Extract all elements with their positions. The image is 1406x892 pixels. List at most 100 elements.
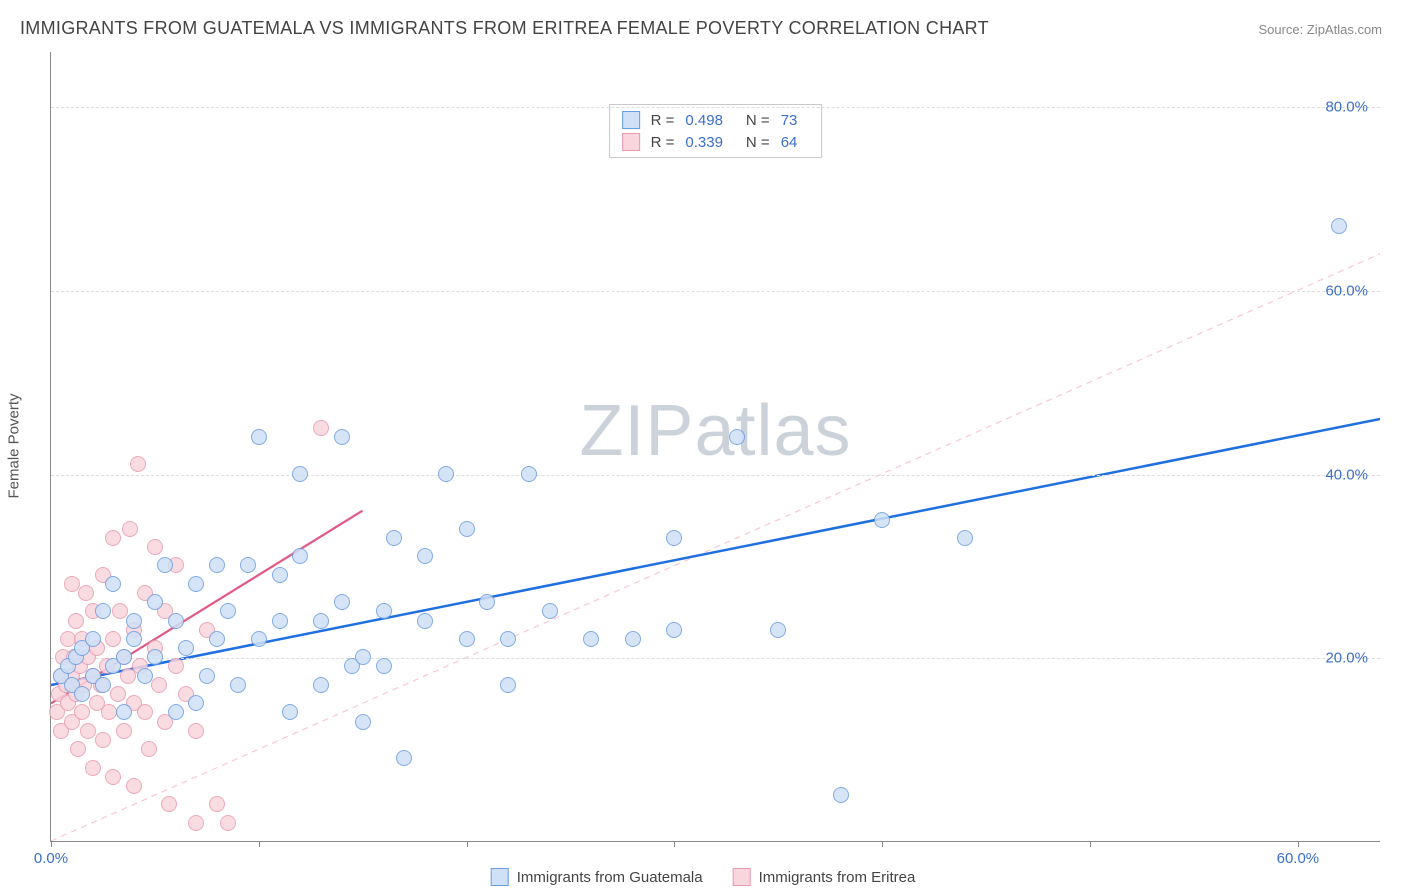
- swatch-eritrea: [622, 133, 640, 151]
- data-point-guatemala: [230, 677, 246, 693]
- data-point-eritrea: [74, 704, 90, 720]
- data-point-guatemala: [313, 677, 329, 693]
- x-axis-tick: [259, 841, 260, 847]
- data-point-guatemala: [292, 466, 308, 482]
- data-point-eritrea: [147, 539, 163, 555]
- data-point-eritrea: [105, 631, 121, 647]
- data-point-guatemala: [957, 530, 973, 546]
- data-point-guatemala: [666, 622, 682, 638]
- data-point-guatemala: [666, 530, 682, 546]
- data-point-guatemala: [209, 557, 225, 573]
- data-point-eritrea: [209, 796, 225, 812]
- y-tick-label: 40.0%: [1325, 466, 1368, 483]
- x-tick-label: 0.0%: [34, 850, 68, 867]
- legend-label-guatemala: Immigrants from Guatemala: [517, 869, 703, 886]
- watermark-zip: ZIP: [579, 391, 694, 471]
- data-point-guatemala: [251, 631, 267, 647]
- watermark-atlas: atlas: [694, 391, 851, 471]
- data-point-eritrea: [188, 815, 204, 831]
- data-point-eritrea: [105, 769, 121, 785]
- data-point-guatemala: [209, 631, 225, 647]
- data-point-guatemala: [500, 677, 516, 693]
- stats-row-eritrea: R = 0.339 N = 64: [622, 131, 810, 153]
- y-tick-label: 80.0%: [1325, 99, 1368, 116]
- data-point-eritrea: [161, 796, 177, 812]
- data-point-guatemala: [417, 613, 433, 629]
- x-axis-tick: [467, 841, 468, 847]
- data-point-eritrea: [313, 420, 329, 436]
- data-point-guatemala: [729, 429, 745, 445]
- trend-lines-layer: [51, 52, 1380, 841]
- data-point-guatemala: [438, 466, 454, 482]
- data-point-guatemala: [396, 750, 412, 766]
- data-point-eritrea: [78, 585, 94, 601]
- data-point-eritrea: [95, 732, 111, 748]
- data-point-guatemala: [376, 658, 392, 674]
- data-point-guatemala: [500, 631, 516, 647]
- stat-n-label: N =: [746, 112, 770, 129]
- legend-item-eritrea: Immigrants from Eritrea: [733, 868, 916, 886]
- data-point-eritrea: [141, 741, 157, 757]
- stats-row-guatemala: R = 0.498 N = 73: [622, 109, 810, 131]
- data-point-guatemala: [147, 594, 163, 610]
- data-point-guatemala: [833, 787, 849, 803]
- data-point-guatemala: [334, 594, 350, 610]
- data-point-guatemala: [874, 512, 890, 528]
- y-axis-label: Female Poverty: [6, 393, 23, 498]
- data-point-guatemala: [126, 631, 142, 647]
- data-point-eritrea: [168, 658, 184, 674]
- data-point-guatemala: [85, 631, 101, 647]
- data-point-guatemala: [521, 466, 537, 482]
- stat-n-value-guatemala: 73: [781, 112, 798, 129]
- data-point-guatemala: [126, 613, 142, 629]
- source-attribution: Source: ZipAtlas.com: [1258, 22, 1382, 37]
- x-tick-label: 60.0%: [1277, 850, 1320, 867]
- trend-line-guatemala: [51, 419, 1380, 685]
- stat-r-value-eritrea: 0.339: [685, 134, 723, 151]
- stat-n-value-eritrea: 64: [781, 134, 798, 151]
- data-point-guatemala: [137, 668, 153, 684]
- data-point-eritrea: [130, 456, 146, 472]
- data-point-guatemala: [770, 622, 786, 638]
- data-point-guatemala: [95, 603, 111, 619]
- data-point-guatemala: [105, 576, 121, 592]
- chart-title: IMMIGRANTS FROM GUATEMALA VS IMMIGRANTS …: [20, 18, 989, 39]
- data-point-guatemala: [1331, 218, 1347, 234]
- data-point-guatemala: [355, 649, 371, 665]
- plot-area: ZIPatlas R = 0.498 N = 73 R = 0.339 N = …: [50, 52, 1380, 842]
- data-point-guatemala: [417, 548, 433, 564]
- data-point-eritrea: [70, 741, 86, 757]
- data-point-guatemala: [188, 576, 204, 592]
- data-point-guatemala: [583, 631, 599, 647]
- stats-legend-box: R = 0.498 N = 73 R = 0.339 N = 64: [609, 104, 823, 158]
- data-point-guatemala: [334, 429, 350, 445]
- data-point-eritrea: [137, 704, 153, 720]
- data-point-guatemala: [74, 686, 90, 702]
- data-point-eritrea: [151, 677, 167, 693]
- data-point-eritrea: [105, 530, 121, 546]
- data-point-guatemala: [459, 521, 475, 537]
- x-axis-tick: [1298, 841, 1299, 847]
- data-point-guatemala: [147, 649, 163, 665]
- data-point-eritrea: [68, 613, 84, 629]
- data-point-guatemala: [251, 429, 267, 445]
- legend-label-eritrea: Immigrants from Eritrea: [759, 869, 916, 886]
- x-axis-tick: [674, 841, 675, 847]
- data-point-eritrea: [112, 603, 128, 619]
- data-point-guatemala: [282, 704, 298, 720]
- diagonal-reference-line: [51, 254, 1380, 841]
- data-point-guatemala: [386, 530, 402, 546]
- data-point-eritrea: [122, 521, 138, 537]
- x-axis-tick: [882, 841, 883, 847]
- y-tick-label: 60.0%: [1325, 282, 1368, 299]
- gridline-horizontal: [51, 475, 1380, 476]
- data-point-guatemala: [272, 567, 288, 583]
- data-point-eritrea: [80, 723, 96, 739]
- data-point-guatemala: [459, 631, 475, 647]
- swatch-guatemala: [622, 111, 640, 129]
- data-point-guatemala: [168, 704, 184, 720]
- data-point-guatemala: [376, 603, 392, 619]
- data-point-guatemala: [355, 714, 371, 730]
- data-point-guatemala: [240, 557, 256, 573]
- bottom-legend: Immigrants from Guatemala Immigrants fro…: [491, 868, 916, 886]
